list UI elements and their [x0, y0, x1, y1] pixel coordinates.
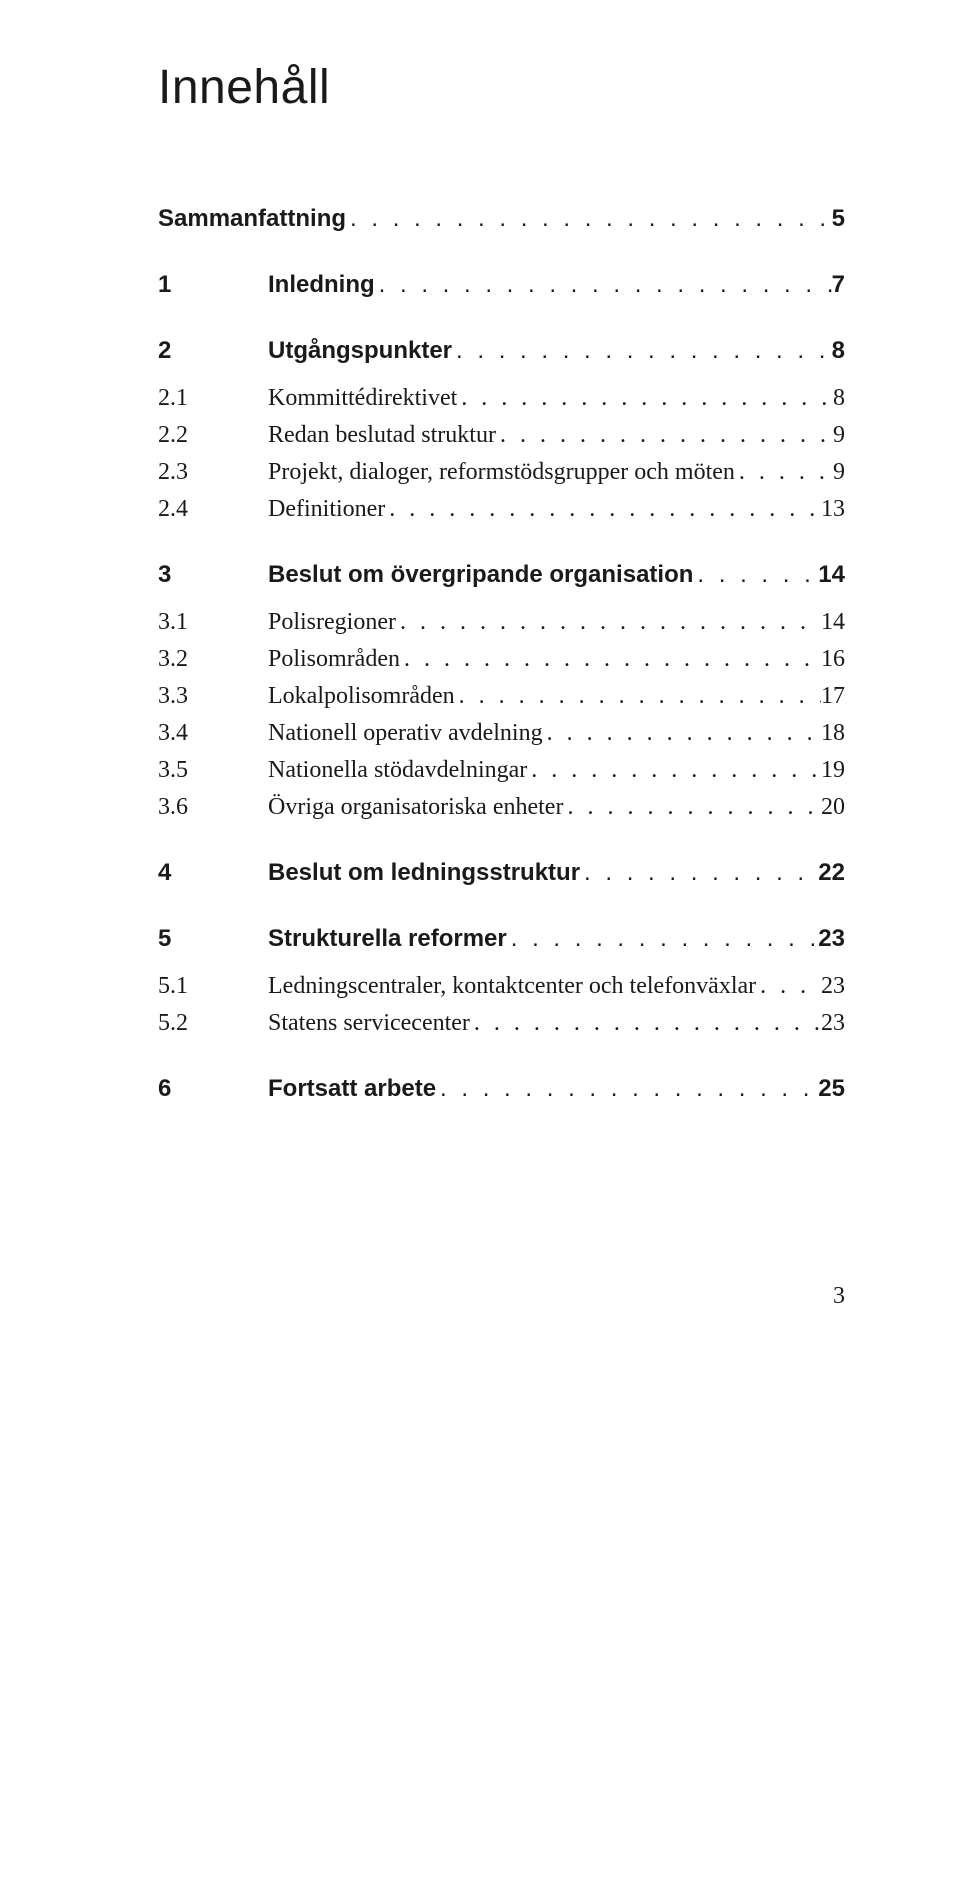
toc-entry-label: Kommittédirektivet: [268, 385, 457, 412]
toc-leader-dots: . . . . . . . . . . . . . . . . . . . . …: [457, 385, 833, 412]
page-number: 3: [158, 1283, 845, 1310]
toc-entry-page: 8: [832, 337, 845, 365]
toc-entry-page: 16: [821, 646, 845, 673]
toc-entry-number: 3.6: [158, 794, 268, 821]
toc-entry: 3.4Nationell operativ avdelning. . . . .…: [158, 720, 845, 747]
toc-entry-number: 5.1: [158, 973, 268, 1000]
toc-leader-dots: . . . . . . . . . . . . . . . . . . . . …: [375, 271, 832, 299]
toc-entry: 3.5Nationella stödavdelningar. . . . . .…: [158, 757, 845, 784]
toc-leader-dots: . . . . . . . . . . . . . . . . . . . . …: [470, 1010, 821, 1037]
toc-entry: 3.2Polisområden. . . . . . . . . . . . .…: [158, 646, 845, 673]
toc-leader-dots: . . . . . . . . . . . . . . . . . . . . …: [455, 683, 821, 710]
toc-entry: 1Inledning. . . . . . . . . . . . . . . …: [158, 271, 845, 299]
toc-entry-label: Polisområden: [268, 646, 400, 673]
toc-leader-dots: . . . . . . . . . . . . . . . . . . . . …: [396, 609, 821, 636]
toc-leader-dots: . . . . . . . . . . . . . . . . . . . . …: [580, 859, 818, 887]
toc: Sammanfattning. . . . . . . . . . . . . …: [158, 205, 845, 1103]
toc-entry-page: 17: [821, 683, 845, 710]
toc-entry: 2.4Definitioner. . . . . . . . . . . . .…: [158, 496, 845, 523]
toc-entry-number: 6: [158, 1075, 268, 1103]
toc-entry: 5.1Ledningscentraler, kontaktcenter och …: [158, 973, 845, 1000]
toc-entry-page: 18: [821, 720, 845, 747]
toc-entry: 2.2Redan beslutad struktur. . . . . . . …: [158, 422, 845, 449]
toc-entry-number: 5: [158, 925, 268, 953]
toc-entry-page: 22: [818, 859, 845, 887]
toc-entry-label: Projekt, dialoger, reformstödsgrupper oc…: [268, 459, 735, 486]
toc-entry-label: Lokalpolisområden: [268, 683, 455, 710]
toc-leader-dots: . . . . . . . . . . . . . . . . . . . . …: [527, 757, 821, 784]
toc-entry-page: 9: [833, 459, 845, 486]
toc-entry-number: 3.2: [158, 646, 268, 673]
toc-leader-dots: . . . . . . . . . . . . . . . . . . . . …: [452, 337, 832, 365]
toc-entry-label: Definitioner: [268, 496, 385, 523]
toc-entry-number: 2.1: [158, 385, 268, 412]
toc-entry-label: Nationell operativ avdelning: [268, 720, 543, 747]
toc-entry-label: Redan beslutad struktur: [268, 422, 496, 449]
toc-entry-number: 3.4: [158, 720, 268, 747]
toc-entry-page: 8: [833, 385, 845, 412]
toc-leader-dots: . . . . . . . . . . . . . . . . . . . . …: [400, 646, 821, 673]
toc-leader-dots: . . . . . . . . . . . . . . . . . . . . …: [735, 459, 833, 486]
toc-leader-dots: . . . . . . . . . . . . . . . . . . . . …: [436, 1075, 818, 1103]
toc-entry: 3.6Övriga organisatoriska enheter. . . .…: [158, 794, 845, 821]
toc-entry-page: 25: [818, 1075, 845, 1103]
toc-entry-page: 14: [821, 609, 845, 636]
toc-leader-dots: . . . . . . . . . . . . . . . . . . . . …: [346, 205, 832, 233]
toc-leader-dots: . . . . . . . . . . . . . . . . . . . . …: [507, 925, 819, 953]
toc-entry: 2Utgångspunkter. . . . . . . . . . . . .…: [158, 337, 845, 365]
toc-entry-number: 5.2: [158, 1010, 268, 1037]
toc-entry-number: 3.1: [158, 609, 268, 636]
toc-entry-label: Övriga organisatoriska enheter: [268, 794, 563, 821]
toc-entry-page: 5: [832, 205, 845, 233]
toc-entry-number: 2.2: [158, 422, 268, 449]
toc-entry-label: Ledningscentraler, kontaktcenter och tel…: [268, 973, 756, 1000]
toc-entry: 3.3Lokalpolisområden. . . . . . . . . . …: [158, 683, 845, 710]
toc-entry-number: 2: [158, 337, 268, 365]
toc-entry: 2.1Kommittédirektivet. . . . . . . . . .…: [158, 385, 845, 412]
toc-entry-page: 23: [821, 1010, 845, 1037]
toc-entry: 3Beslut om övergripande organisation. . …: [158, 561, 845, 589]
toc-entry: 5.2Statens servicecenter. . . . . . . . …: [158, 1010, 845, 1037]
toc-entry-label: Nationella stödavdelningar: [268, 757, 527, 784]
toc-entry: 3.1Polisregioner. . . . . . . . . . . . …: [158, 609, 845, 636]
toc-entry-number: 2.3: [158, 459, 268, 486]
toc-entry-label: Strukturella reformer: [268, 925, 507, 953]
toc-entry: Sammanfattning. . . . . . . . . . . . . …: [158, 205, 845, 233]
toc-entry-page: 9: [833, 422, 845, 449]
toc-entry-number: 4: [158, 859, 268, 887]
toc-entry-label: Fortsatt arbete: [268, 1075, 436, 1103]
toc-leader-dots: . . . . . . . . . . . . . . . . . . . . …: [543, 720, 821, 747]
toc-entry-label: Inledning: [268, 271, 375, 299]
toc-entry-label: Polisregioner: [268, 609, 396, 636]
toc-entry-label: Beslut om ledningsstruktur: [268, 859, 580, 887]
toc-entry: 4Beslut om ledningsstruktur. . . . . . .…: [158, 859, 845, 887]
toc-leader-dots: . . . . . . . . . . . . . . . . . . . . …: [385, 496, 821, 523]
toc-entry-number: 1: [158, 271, 268, 299]
toc-entry-number: 3.5: [158, 757, 268, 784]
toc-leader-dots: . . . . . . . . . . . . . . . . . . . . …: [756, 973, 821, 1000]
toc-entry-label: Statens servicecenter: [268, 1010, 470, 1037]
toc-entry-page: 23: [821, 973, 845, 1000]
toc-entry: 6Fortsatt arbete. . . . . . . . . . . . …: [158, 1075, 845, 1103]
toc-leader-dots: . . . . . . . . . . . . . . . . . . . . …: [563, 794, 821, 821]
toc-entry-number: 2.4: [158, 496, 268, 523]
toc-entry: 2.3Projekt, dialoger, reformstödsgrupper…: [158, 459, 845, 486]
toc-entry-number: 3.3: [158, 683, 268, 710]
toc-leader-dots: . . . . . . . . . . . . . . . . . . . . …: [496, 422, 833, 449]
toc-entry-page: 23: [818, 925, 845, 953]
toc-entry-label: Beslut om övergripande organisation: [268, 561, 693, 589]
page-title: Innehåll: [158, 60, 845, 115]
toc-entry-page: 20: [821, 794, 845, 821]
toc-entry-page: 13: [821, 496, 845, 523]
page-container: Innehåll Sammanfattning. . . . . . . . .…: [0, 0, 960, 1350]
toc-entry-label: Sammanfattning: [158, 205, 346, 233]
toc-entry-label: Utgångspunkter: [268, 337, 452, 365]
toc-entry-page: 7: [832, 271, 845, 299]
toc-entry-page: 19: [821, 757, 845, 784]
toc-entry-number: 3: [158, 561, 268, 589]
toc-entry: 5Strukturella reformer. . . . . . . . . …: [158, 925, 845, 953]
toc-leader-dots: . . . . . . . . . . . . . . . . . . . . …: [693, 561, 818, 589]
toc-entry-page: 14: [818, 561, 845, 589]
